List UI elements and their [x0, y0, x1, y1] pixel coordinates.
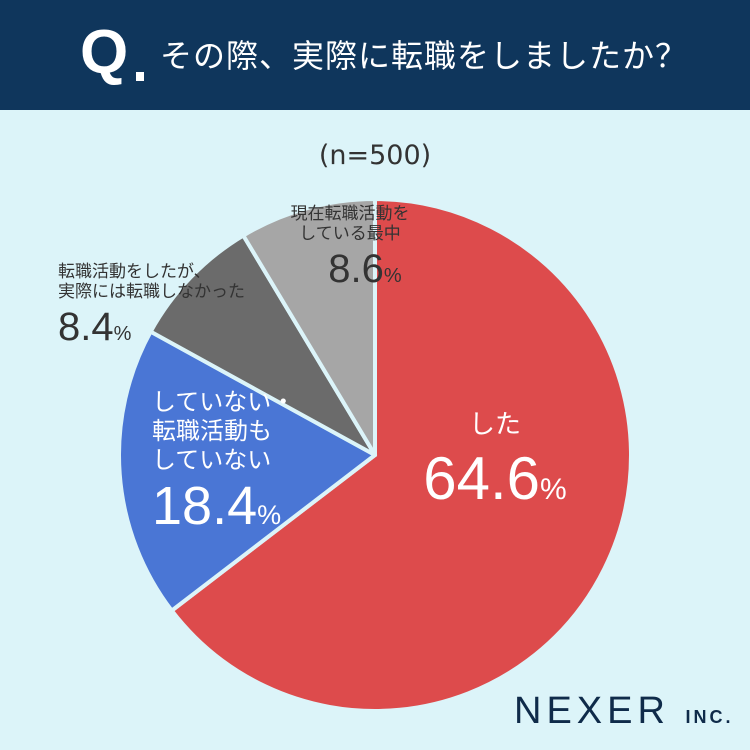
q-dot	[136, 72, 144, 81]
slice-label-not: していない・ 転職活動も していない 18.4%	[140, 388, 320, 539]
sample-size: (n=500)	[318, 140, 432, 171]
label-pct: 18.4%	[152, 476, 282, 537]
label-text: 転職活動も	[152, 416, 272, 445]
label-pct: 8.4%	[58, 304, 132, 349]
label-text: 転職活動をしたが、	[58, 262, 211, 282]
label-text: している最中	[299, 224, 401, 245]
label-text: 現在転職活動を	[290, 204, 410, 224]
slice-label-did: した 64.6%	[420, 410, 570, 515]
question-header: Q その際、実際に転職をしましたか？	[0, 0, 750, 110]
slice-label-active-no-change: 転職活動をしたが、 実際には転職しなかった 8.4%	[58, 262, 318, 351]
slice-label-active: 現在転職活動を している最中 8.6%	[270, 204, 430, 293]
q-mark: Q	[80, 18, 129, 87]
label-text: していない・	[152, 388, 296, 416]
pie-slice-0	[169, 197, 633, 713]
question-title: その際、実際に転職をしましたか？	[160, 37, 689, 75]
label-text: した	[468, 410, 521, 440]
label-pct: 64.6%	[423, 445, 567, 513]
pie-slice-3	[241, 197, 377, 457]
nexer-logo: NEXER INC.	[514, 690, 734, 732]
label-text: していない	[152, 445, 272, 474]
pie-slice-1	[117, 329, 377, 613]
label-pct: 8.6%	[328, 246, 402, 291]
pie-slice-2	[148, 233, 377, 457]
label-text: 実際には転職しなかった	[58, 282, 245, 303]
